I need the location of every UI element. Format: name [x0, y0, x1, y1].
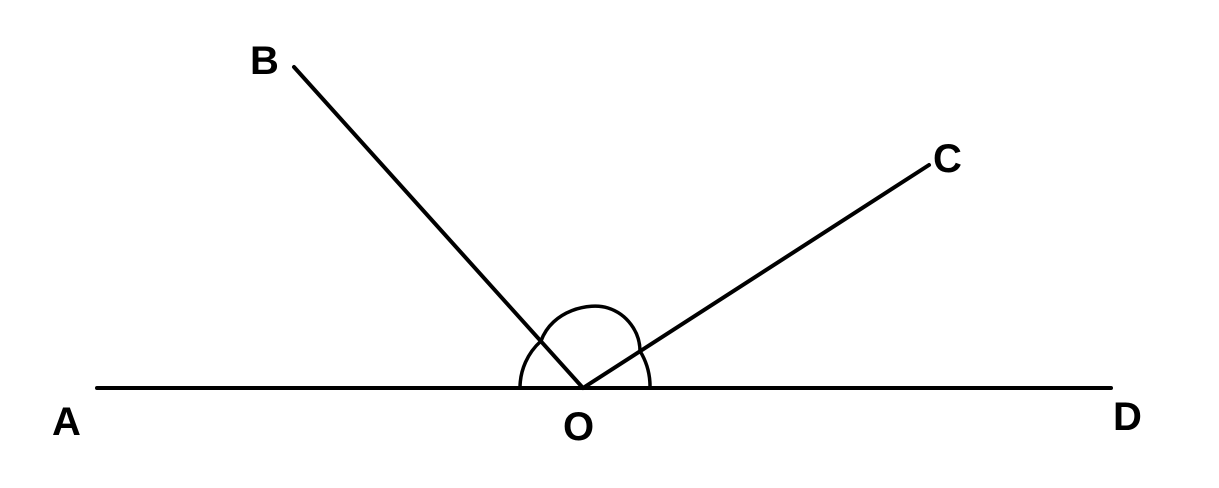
label-point-b: B — [250, 39, 279, 83]
angle-arc-aob — [518, 339, 543, 389]
ray-oc — [581, 163, 931, 390]
label-point-d: D — [1113, 395, 1142, 439]
angle-arc-boc — [539, 304, 642, 352]
label-point-o: O — [563, 405, 594, 449]
ray-ob — [292, 65, 585, 390]
label-point-a: A — [52, 400, 81, 444]
label-point-c: C — [933, 137, 962, 181]
angle-arc-cod — [638, 350, 652, 389]
